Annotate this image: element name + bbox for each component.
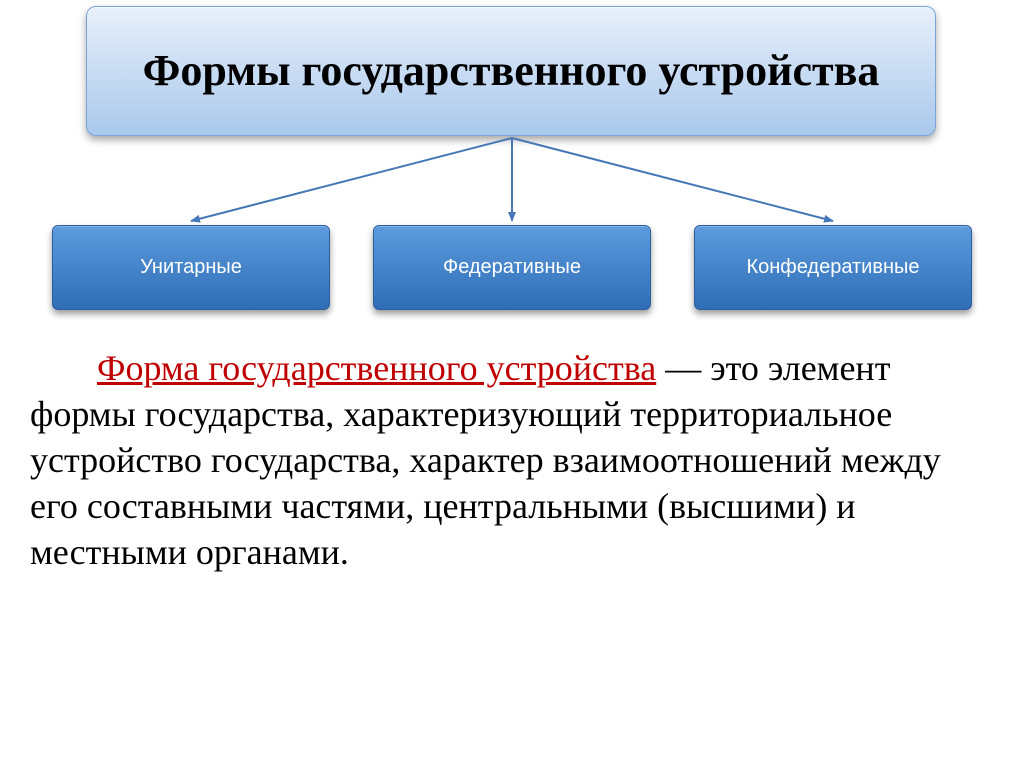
arrow-0	[191, 138, 512, 221]
definition-term: Форма государственного устройства	[97, 348, 656, 388]
child-box-0: Унитарные	[52, 225, 330, 310]
child-label-2: Конфедеративные	[746, 256, 919, 279]
title-box: Формы государственного устройства	[86, 6, 936, 136]
title-text: Формы государственного устройства	[143, 46, 880, 97]
child-box-1: Федеративные	[373, 225, 651, 310]
child-label-1: Федеративные	[443, 256, 581, 279]
child-box-2: Конфедеративные	[694, 225, 972, 310]
arrow-2	[512, 138, 833, 221]
child-label-0: Унитарные	[140, 256, 242, 279]
definition-paragraph: Форма государственного устройства — это …	[30, 345, 990, 575]
